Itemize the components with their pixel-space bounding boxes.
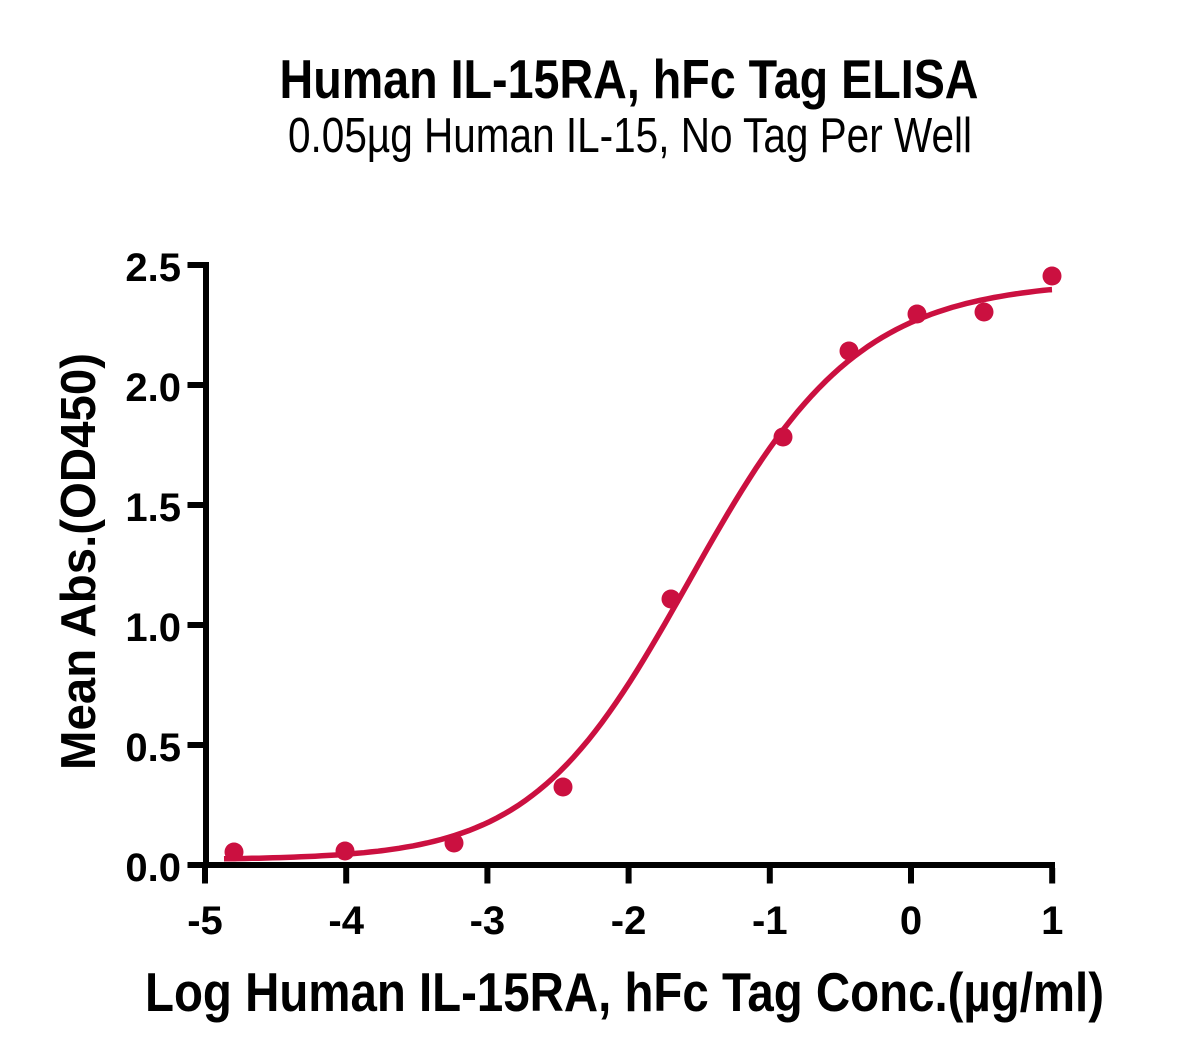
svg-text:0.5: 0.5 — [125, 726, 181, 770]
svg-text:1: 1 — [1041, 899, 1063, 943]
svg-text:1.5: 1.5 — [125, 486, 181, 530]
svg-text:2.5: 2.5 — [125, 246, 181, 290]
svg-text:0.0: 0.0 — [125, 846, 181, 890]
svg-text:Human IL-15RA, hFc Tag ELISA: Human IL-15RA, hFc Tag ELISA — [280, 48, 979, 110]
svg-text:-4: -4 — [328, 899, 364, 943]
svg-text:-1: -1 — [752, 899, 788, 943]
svg-text:1.0: 1.0 — [125, 606, 181, 650]
svg-text:-3: -3 — [470, 899, 506, 943]
svg-text:2.0: 2.0 — [125, 366, 181, 410]
svg-text:-2: -2 — [611, 899, 647, 943]
svg-text:-5: -5 — [187, 899, 223, 943]
svg-text:Log Human IL-15RA, hFc Tag Con: Log Human IL-15RA, hFc Tag Conc.(µg/ml) — [145, 961, 1104, 1023]
svg-text:0: 0 — [900, 899, 922, 943]
svg-text:Mean Abs.(OD450): Mean Abs.(OD450) — [52, 353, 106, 770]
svg-text:0.05µg Human IL-15, No Tag Per: 0.05µg Human IL-15, No Tag Per Well — [288, 109, 972, 163]
